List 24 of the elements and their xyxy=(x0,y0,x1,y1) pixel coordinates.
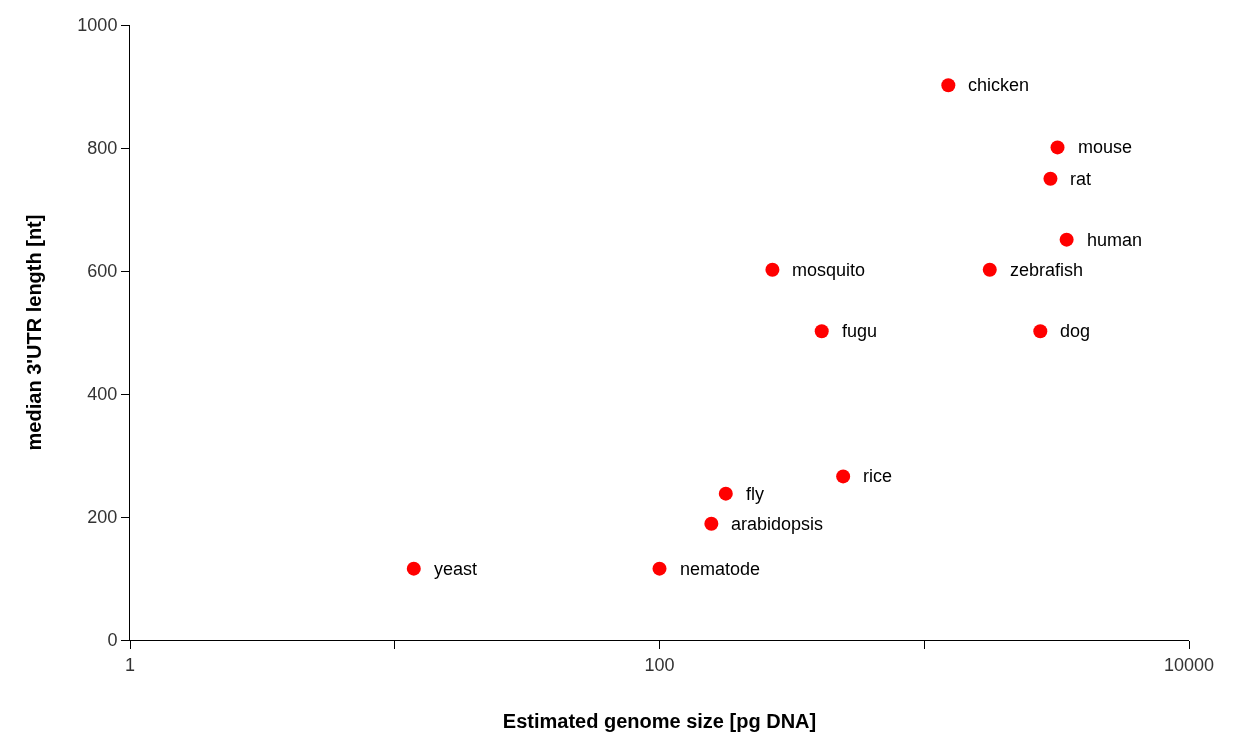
y-tick-label: 800 xyxy=(87,138,118,159)
annotation: dog xyxy=(1060,321,1091,341)
y-tick-label: 1000 xyxy=(77,15,118,36)
annotation: human xyxy=(1087,230,1143,250)
annotation: fly xyxy=(746,484,764,504)
y-tick-label: 400 xyxy=(87,384,118,405)
x-axis-title: Estimated genome size [pg DNA] xyxy=(502,710,817,733)
y-axis-title: median 3'UTR length [nt] xyxy=(22,214,45,451)
x-tick-label: 10000 xyxy=(1163,654,1215,675)
y-tick-label: 0 xyxy=(107,630,118,651)
annotation: nematode xyxy=(680,559,761,579)
annotation: chicken xyxy=(968,75,1030,95)
annotation: arabidopsis xyxy=(731,514,824,534)
x-tick-label: 100 xyxy=(644,654,675,675)
annotation: mosquito xyxy=(792,260,866,280)
x-tick-label: 1 xyxy=(124,654,136,675)
y-tick-label: 600 xyxy=(87,261,118,282)
annotation: fugu xyxy=(842,321,878,341)
annotation: mouse xyxy=(1078,137,1133,157)
annotation: rat xyxy=(1070,169,1092,189)
annotation: zebrafish xyxy=(1010,260,1084,280)
annotation: yeast xyxy=(434,559,478,579)
annotation: rice xyxy=(863,466,893,486)
y-tick-label: 200 xyxy=(87,507,118,528)
